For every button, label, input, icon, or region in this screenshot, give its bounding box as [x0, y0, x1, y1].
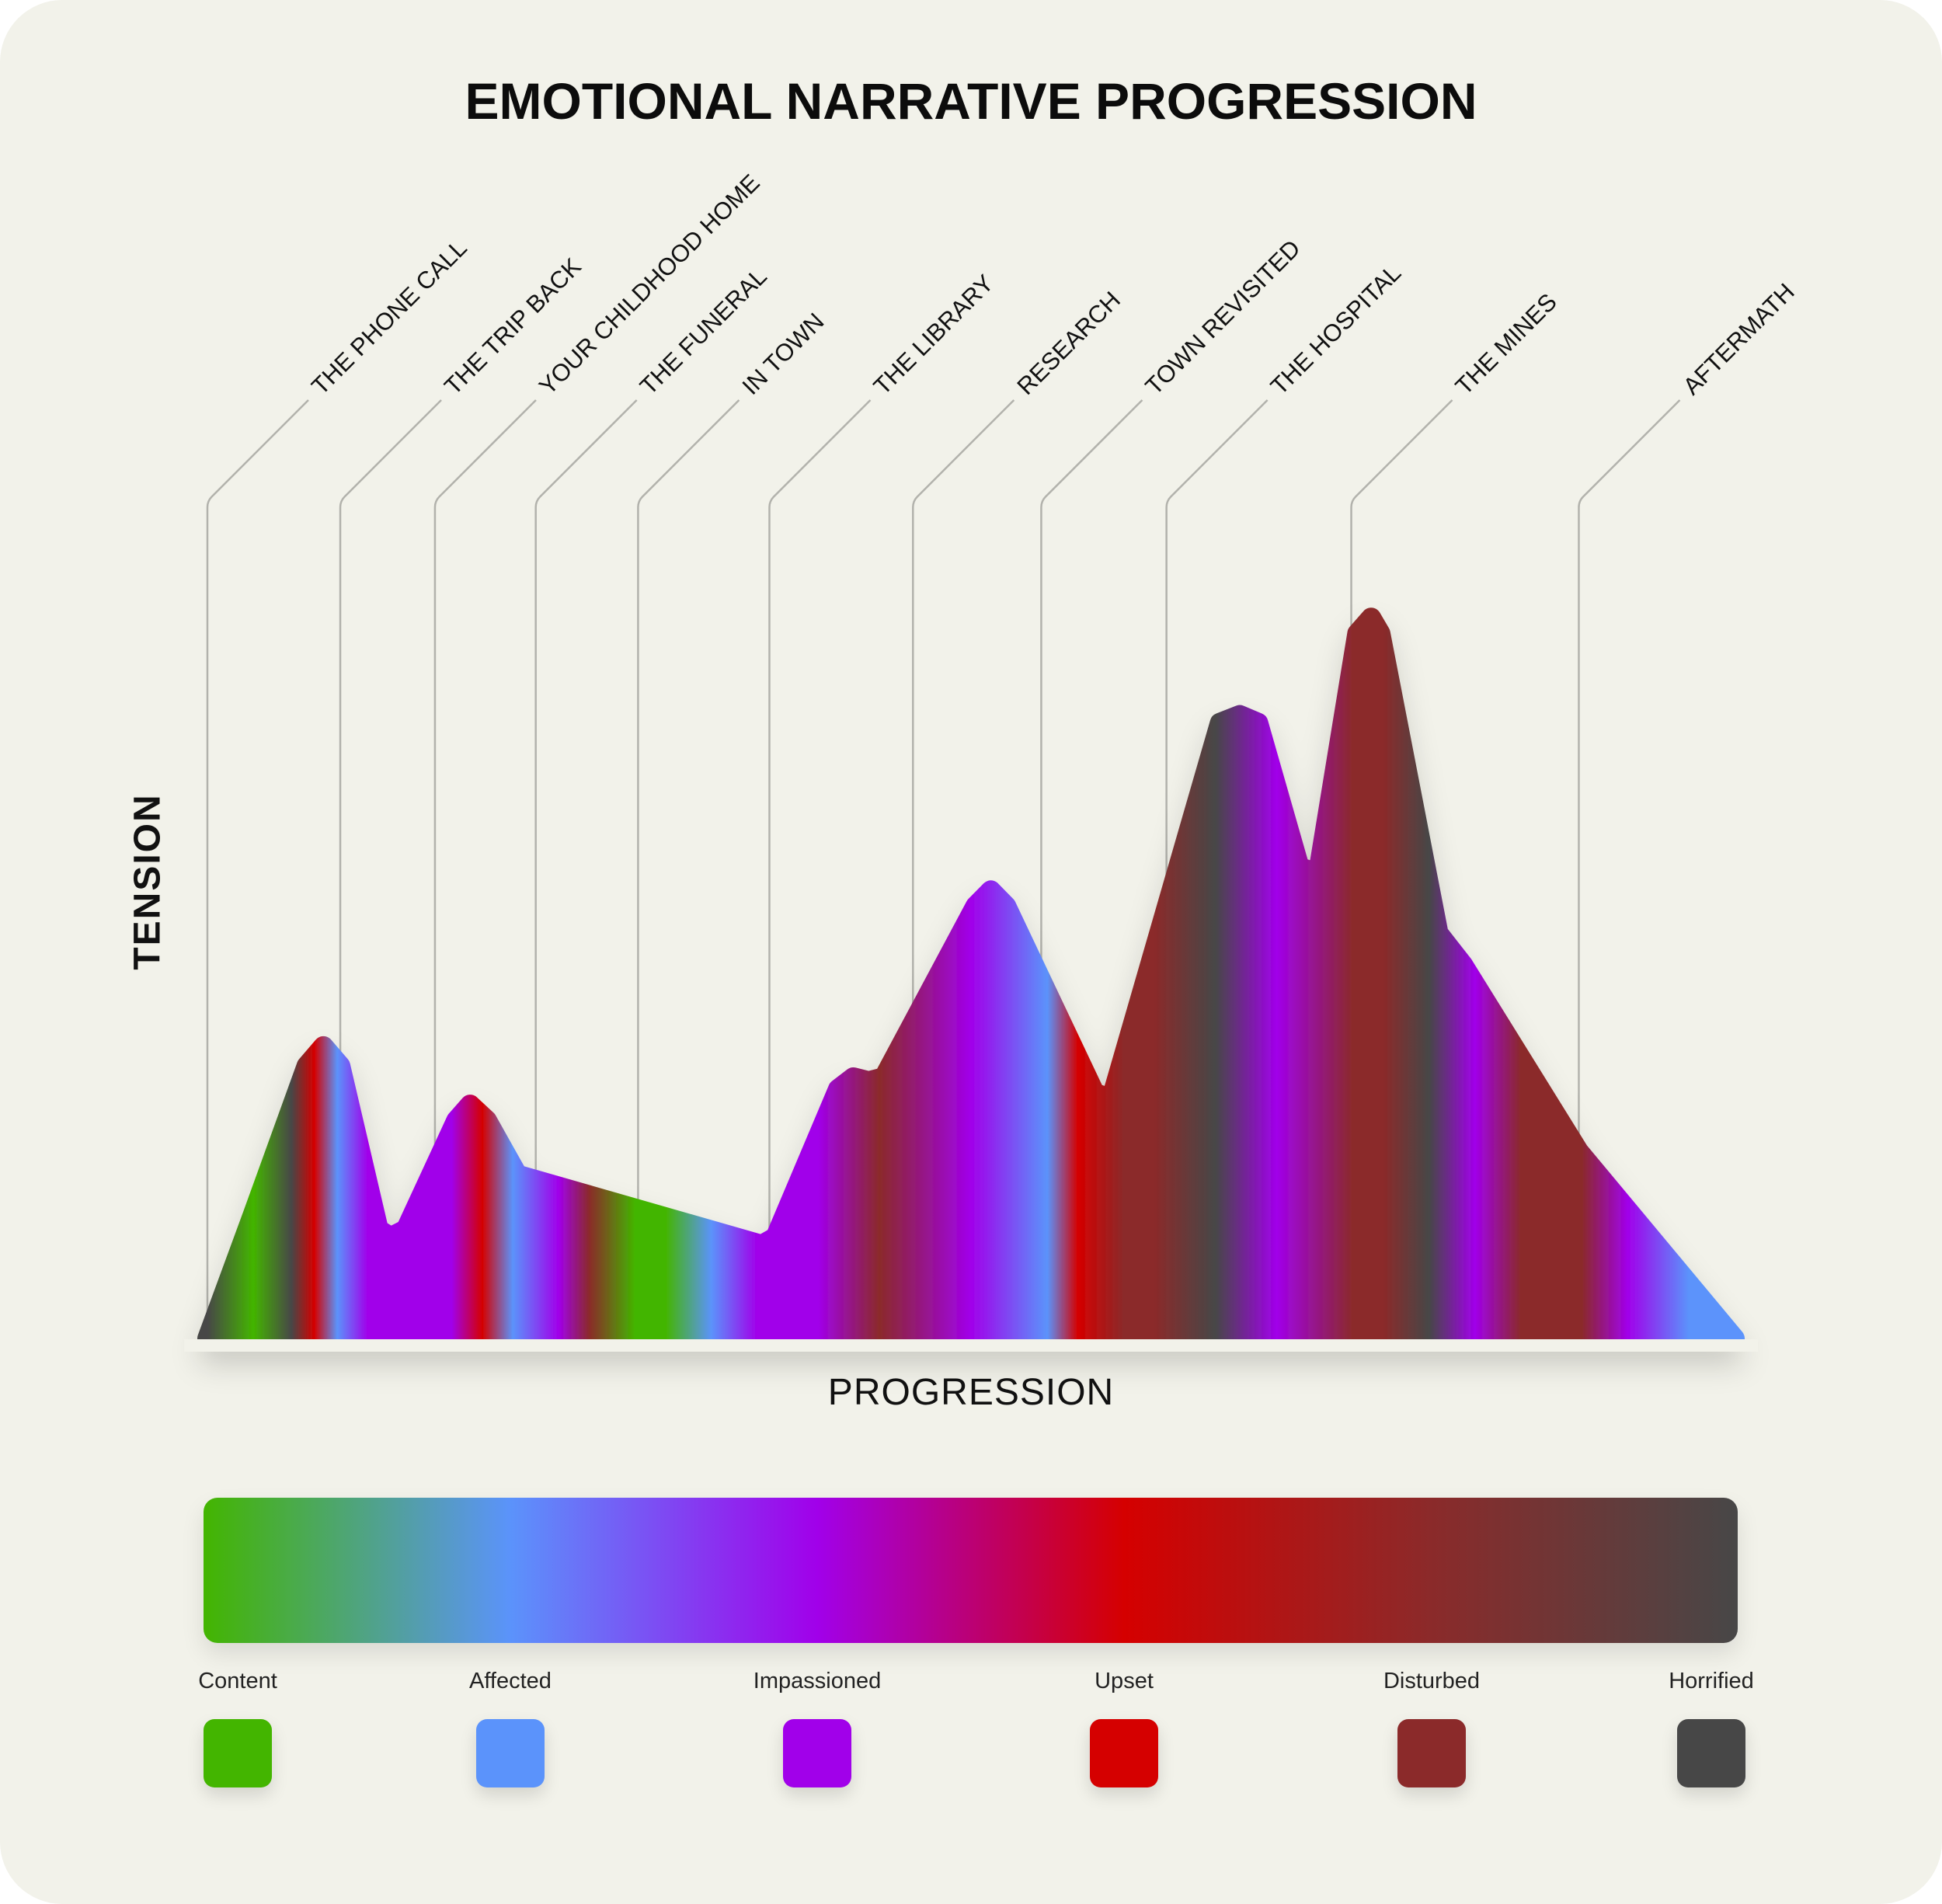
legend-swatch-affected: [476, 1719, 545, 1787]
chapter-label: AFTERMATH: [1678, 278, 1800, 400]
legend-swatch-upset: [1090, 1719, 1158, 1787]
chapter-label: THE MINES: [1450, 288, 1562, 400]
legend-swatch-impassioned: [783, 1719, 851, 1787]
chapter-label: IN TOWN: [737, 308, 830, 400]
chapter-leader-line: [768, 399, 872, 1338]
tension-area: [184, 607, 1758, 1352]
legend-label-upset: Upset: [1095, 1669, 1154, 1693]
x-axis-label: PROGRESSION: [827, 1372, 1115, 1413]
chapter-label: THE HOSPITAL: [1265, 259, 1406, 399]
chapter-leader-line: [1350, 399, 1453, 1338]
legend-label-affected: Affected: [469, 1669, 552, 1693]
legend-swatch-horrified: [1677, 1719, 1745, 1787]
legend-swatch-content: [204, 1719, 272, 1787]
chapter-leader-line: [1578, 399, 1681, 1338]
legend-label-horrified: Horrified: [1669, 1669, 1754, 1693]
chart-title: EMOTIONAL NARRATIVE PROGRESSION: [465, 72, 1477, 130]
legend-swatch-disturbed: [1397, 1719, 1466, 1787]
tension-area-fill: [197, 607, 1745, 1349]
y-axis-label: TENSION: [127, 793, 169, 970]
chapter-leader-line: [433, 399, 537, 1338]
chapter-leader-line: [534, 399, 638, 1338]
chapter-leader-line: [637, 399, 740, 1338]
chapter-leader-line: [1165, 399, 1269, 1338]
legend-label-disturbed: Disturbed: [1383, 1669, 1481, 1693]
chapter-leader-line: [912, 399, 1015, 1338]
chapter-label: RESEARCH: [1011, 286, 1126, 400]
legend-label-content: Content: [198, 1669, 277, 1693]
legend-label-impassioned: Impassioned: [753, 1669, 882, 1693]
baseline-mask: [184, 1339, 1758, 1352]
chapter-leader-line: [1040, 399, 1143, 1338]
chapter-label: THE LIBRARY: [868, 270, 999, 400]
chapter-leader-line: [206, 399, 309, 1338]
chapter-leader-lines: [206, 399, 1681, 1338]
chapter-leader-line: [339, 399, 442, 1338]
emotion-gradient-bar: [204, 1498, 1738, 1643]
